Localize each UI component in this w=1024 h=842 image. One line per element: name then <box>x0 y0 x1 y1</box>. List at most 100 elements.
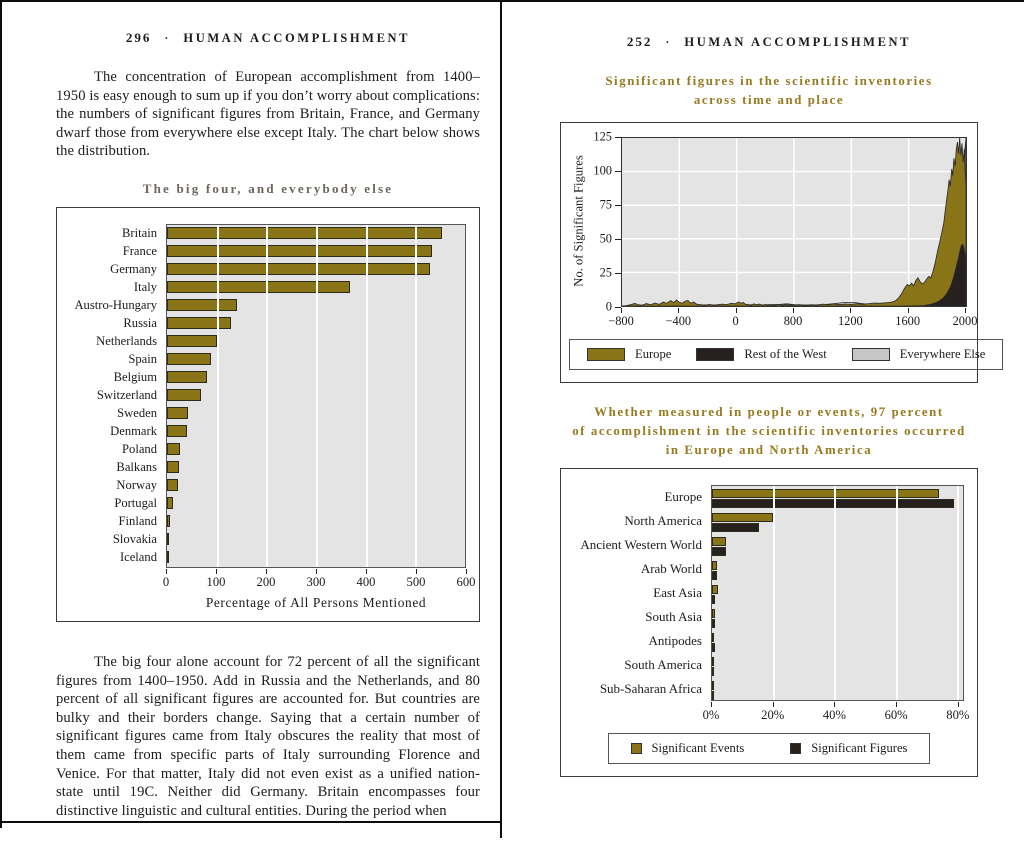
bar-switzerland <box>167 389 201 402</box>
bar-south-asia-events <box>712 608 716 618</box>
page-left-rule <box>0 0 2 828</box>
category-label: Iceland <box>119 549 157 564</box>
category-label: Britain <box>122 225 157 240</box>
bar-arab-world-figures <box>712 570 718 580</box>
bar-sweden <box>167 407 189 420</box>
category-label: Europe <box>664 489 702 504</box>
category-label: Balkans <box>116 459 157 474</box>
x-tick-mark <box>678 308 680 313</box>
right-page-header: 252 · HUMAN ACCOMPLISHMENT <box>560 34 978 50</box>
legend-item: Significant Figures <box>790 741 907 756</box>
category-label: Germany <box>110 261 157 276</box>
x-tick-mark <box>621 308 622 313</box>
x-tick-mark <box>416 568 417 574</box>
right-page-number: 252 <box>626 34 653 49</box>
x-tick-label: 0% <box>702 708 720 722</box>
category-label: North America <box>624 513 702 528</box>
bar-slovakia <box>167 533 169 546</box>
legend-swatch <box>630 743 642 754</box>
x-tick-label: 1200 <box>837 314 863 328</box>
x-tick-label: 0 <box>732 314 739 328</box>
y-tick-label: 50 <box>599 231 612 246</box>
bar-spain <box>167 353 211 366</box>
x-tick-mark <box>793 308 794 313</box>
legend-swatch <box>696 348 735 361</box>
x-tick-label: 2000 <box>952 314 978 328</box>
x-tick-mark <box>266 568 267 574</box>
bar-netherlands <box>167 335 217 348</box>
area-chart-caption-line2: across time and place <box>693 93 845 107</box>
left-bottom-paragraph: The big four alone account for 72 percen… <box>56 653 480 819</box>
bar-europe-figures <box>712 498 954 508</box>
category-label: Sweden <box>117 405 157 420</box>
x-tick-label: 20% <box>761 708 785 722</box>
pair-chart-legend: Significant Events Significant Figures <box>607 733 931 764</box>
bar-france <box>167 245 433 258</box>
category-label: France <box>122 243 157 258</box>
bar-poland <box>167 443 180 456</box>
gridline <box>956 486 959 700</box>
x-tick-mark <box>834 702 836 707</box>
gridline <box>365 224 368 567</box>
category-label: Switzerland <box>96 387 157 402</box>
left-page-number: 296 <box>125 30 152 45</box>
x-tick-mark <box>466 568 467 574</box>
pair-bar-chart: Europe North America Ancient Western World… <box>560 468 978 777</box>
bar-portugal <box>167 497 173 510</box>
category-label: Arab World <box>640 561 702 576</box>
gridline <box>834 486 837 700</box>
category-label: Antipodes <box>648 633 702 648</box>
legend-label: Rest of the West <box>744 347 827 361</box>
category-label: South America <box>624 657 702 672</box>
bar-sub-saharan-africa-figures <box>712 690 714 700</box>
x-tick-label: 40% <box>822 708 846 722</box>
category-label: Denmark <box>110 423 157 438</box>
page-top-rule <box>0 0 1024 2</box>
bar-antipodes-events <box>712 632 714 642</box>
x-tick-label: 800 <box>783 314 803 328</box>
area-chart-canvas <box>621 137 967 307</box>
legend-label: Everywhere Else <box>899 347 986 361</box>
category-label: Sub-Saharan Africa <box>599 681 702 696</box>
x-tick-mark <box>772 702 774 707</box>
legend-item: Everywhere Else <box>851 347 986 362</box>
area-x-axis: −800 −400 0 800 1200 1600 2000 <box>608 307 977 331</box>
big4-plot-area <box>166 223 466 568</box>
right-page: 252 · HUMAN ACCOMPLISHMENT Significant f… <box>502 0 1024 842</box>
gridline <box>773 486 776 700</box>
x-tick-label: 0 <box>162 574 170 589</box>
pair-chart-caption-line2: of accomplishment in the scientific inve… <box>572 424 966 438</box>
left-page: 296 · HUMAN ACCOMPLISHMENT The concentra… <box>0 0 500 821</box>
header-separator-dot: · <box>164 31 171 45</box>
y-tick-mark <box>615 171 621 172</box>
bar-germany <box>167 263 430 276</box>
bar-austro-hungary <box>167 299 238 312</box>
x-tick-label: 100 <box>206 574 226 589</box>
category-label: Poland <box>122 441 157 456</box>
gridline <box>266 224 269 567</box>
category-label: South Asia <box>645 609 702 624</box>
big4-labels: Britain France Germany Italy Austro-Hungary R… <box>70 224 166 568</box>
gridline <box>216 224 219 567</box>
bar-balkans <box>167 461 180 474</box>
legend-label: Significant Figures <box>811 741 908 755</box>
bar-south-asia-figures <box>712 618 715 628</box>
x-tick-mark <box>965 308 966 313</box>
category-label: Belgium <box>113 369 157 384</box>
category-label: Ancient Western World <box>580 537 702 552</box>
pair-labels: Europe North America Ancient Western World… <box>574 485 711 701</box>
bar-norway <box>167 479 179 492</box>
category-label: Portugal <box>114 495 157 510</box>
y-tick-mark <box>615 137 621 138</box>
y-tick-label: 100 <box>593 163 612 178</box>
x-tick-mark <box>711 702 712 707</box>
x-tick-label: 400 <box>356 574 376 589</box>
x-tick-label: 200 <box>256 574 276 589</box>
y-tick-mark <box>615 205 621 206</box>
bar-iceland <box>167 551 169 564</box>
page-divider-rule <box>500 0 502 838</box>
legend-item: Significant Events <box>630 741 744 756</box>
x-tick-label: 1600 <box>895 314 921 328</box>
x-tick-label: 300 <box>306 574 326 589</box>
header-separator-dot: · <box>665 35 672 49</box>
